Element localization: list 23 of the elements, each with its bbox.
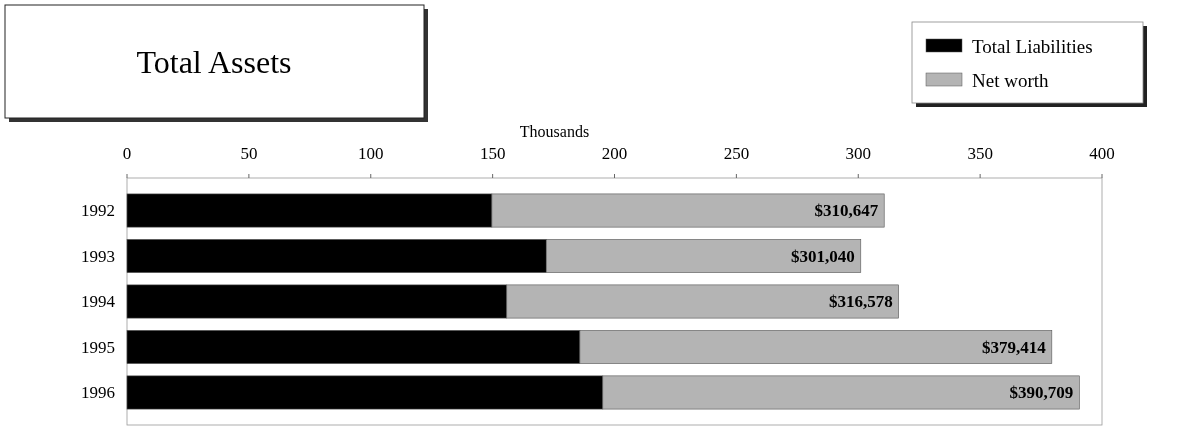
x-tick-label: 250	[723, 144, 750, 163]
x-tick-label: 350	[967, 144, 993, 163]
x-tick-label: 100	[358, 144, 384, 163]
chart-title: Total Assets	[136, 44, 292, 81]
x-tick-label: 50	[240, 144, 258, 163]
legend-label: Net worth	[972, 69, 1050, 91]
x-tick-label: 200	[601, 144, 628, 163]
y-tick-label: 1995	[81, 337, 115, 357]
x-tick-label: 0	[122, 144, 132, 163]
x-tick-label: 150	[479, 144, 506, 163]
total-label: $379,414	[982, 337, 1047, 357]
total-label: $390,709	[1009, 383, 1074, 403]
y-tick-label: 1992	[81, 201, 115, 221]
total-label: $301,040	[791, 246, 855, 266]
legend-label: Total Liabilities	[972, 35, 1093, 57]
y-tick-label: 1993	[81, 246, 115, 266]
y-tick-label: 1994	[81, 292, 116, 312]
total-label: $316,578	[828, 292, 893, 312]
x-tick-label: 400	[1089, 144, 1115, 163]
x-tick-label: 300	[845, 144, 871, 163]
y-tick-label: 1996	[81, 383, 115, 403]
x-axis-title: Thousands	[519, 123, 590, 140]
total-label: $310,647	[814, 201, 879, 221]
